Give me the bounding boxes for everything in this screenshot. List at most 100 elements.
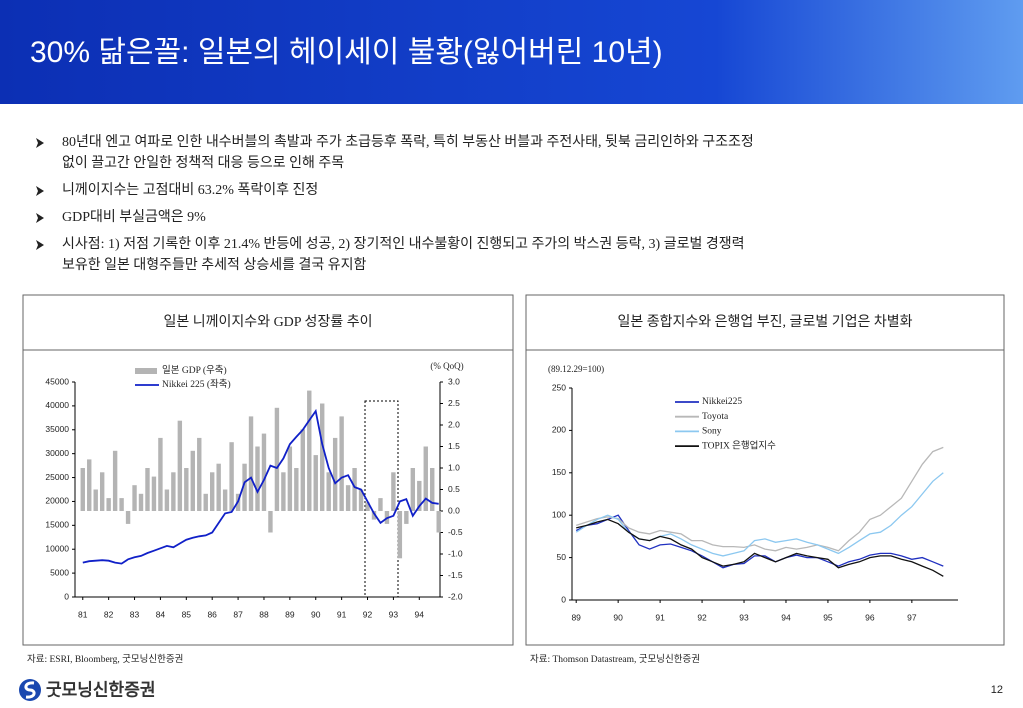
bar xyxy=(345,485,351,511)
slide-title: 30% 닮은꼴: 일본의 헤이세이 불황(잃어버린 10년) xyxy=(30,36,663,69)
bar xyxy=(119,498,124,511)
bullet-text: GDP대비 부실금액은 9% xyxy=(62,209,206,225)
bar xyxy=(436,511,441,533)
bar xyxy=(138,493,144,511)
bar xyxy=(177,420,183,511)
bar xyxy=(184,468,189,511)
y-tick-label: 0 xyxy=(64,591,69,601)
logo-mark xyxy=(24,681,36,699)
x-tick-label: 86 xyxy=(207,609,217,619)
bar xyxy=(294,468,299,511)
bar xyxy=(397,511,403,559)
bar xyxy=(281,472,286,511)
x-tick-label: 90 xyxy=(311,609,321,619)
y2-tick-label: 1.0 xyxy=(448,462,460,472)
y-tick-label: 35000 xyxy=(45,424,69,434)
bar xyxy=(145,468,150,511)
y-tick-label: 0 xyxy=(561,594,566,604)
bar xyxy=(99,472,105,511)
x-tick-label: 89 xyxy=(571,612,581,622)
x-tick-label: 94 xyxy=(415,609,425,619)
y-tick-label: 100 xyxy=(552,509,566,519)
y2-tick-label: 2.5 xyxy=(448,398,460,408)
bullet-text: 시사점: 1) 저점 기록한 이후 21.4% 반등에 성공, 2) 장기적인 … xyxy=(62,236,745,252)
bar xyxy=(151,476,157,511)
bullet-text: 보유한 일본 대형주들만 추세적 상승세를 결국 유지함 xyxy=(62,257,366,273)
x-tick-label: 95 xyxy=(823,612,833,622)
bar xyxy=(190,450,195,511)
bar xyxy=(132,485,137,511)
chart-title: 일본 종합지수와 은행업 부진, 글로벌 기업은 차별화 xyxy=(618,314,913,330)
y-tick-label: 30000 xyxy=(45,448,69,458)
bar xyxy=(222,489,228,511)
bar xyxy=(248,416,254,511)
header-band xyxy=(0,0,1023,104)
x-tick-label: 85 xyxy=(182,609,192,619)
y2-tick-label: -0.5 xyxy=(448,527,463,537)
bar xyxy=(112,450,118,511)
bar xyxy=(320,403,325,511)
x-tick-label: 92 xyxy=(363,609,373,619)
legend-swatch xyxy=(135,368,157,374)
bar xyxy=(87,459,92,511)
bar xyxy=(332,437,338,511)
y2-tick-label: 0.0 xyxy=(448,505,460,515)
x-tick-label: 92 xyxy=(697,612,707,622)
page-number: 12 xyxy=(991,684,1003,696)
line xyxy=(575,472,944,557)
bar xyxy=(80,468,85,511)
bar xyxy=(197,437,202,511)
x-tick-label: 91 xyxy=(655,612,665,622)
legend-label: 일본 GDP (우축) xyxy=(162,365,227,376)
legend-label: Nikkei 225 (좌축) xyxy=(162,379,231,390)
bullet-arrow xyxy=(36,186,44,196)
bar xyxy=(158,437,163,511)
bar xyxy=(417,480,422,511)
bar xyxy=(378,498,383,511)
bar xyxy=(339,416,344,511)
bar xyxy=(423,446,428,511)
bar xyxy=(261,433,267,511)
line xyxy=(576,518,944,577)
y-tick-label: 5000 xyxy=(50,567,69,577)
y2-tick-label: 0.5 xyxy=(448,484,460,494)
bar xyxy=(164,489,170,511)
bar xyxy=(326,472,331,511)
annotation: (89.12.29=100) xyxy=(548,364,604,374)
y-tick-label: 50 xyxy=(557,552,567,562)
annotation: (% QoQ) xyxy=(430,361,463,371)
y2-tick-label: -1.0 xyxy=(448,548,463,558)
chart-box xyxy=(525,294,1005,646)
logo-text: 굿모닝신한증권 xyxy=(46,680,155,699)
x-tick-label: 93 xyxy=(389,609,399,619)
bar xyxy=(203,493,208,511)
x-tick-label: 89 xyxy=(285,609,295,619)
bar xyxy=(365,502,370,511)
y-tick-label: 150 xyxy=(552,467,566,477)
y-tick-label: 25000 xyxy=(45,472,69,482)
bar xyxy=(93,489,98,511)
bullet-text: 니께이지수는 고점대비 63.2% 폭락이후 진정 xyxy=(62,182,318,198)
bar xyxy=(216,463,221,511)
y-tick-label: 200 xyxy=(552,425,566,435)
bar xyxy=(430,468,435,511)
x-tick-label: 93 xyxy=(739,612,749,622)
y2-tick-label: 2.0 xyxy=(448,419,460,429)
y-tick-label: 45000 xyxy=(45,376,69,386)
bullet-text: 80년대 엔고 여파로 인한 내수버블의 촉발과 주가 초급등후 폭락, 특히 … xyxy=(62,134,754,150)
x-tick-label: 88 xyxy=(259,609,269,619)
x-tick-label: 94 xyxy=(781,612,791,622)
y-tick-label: 10000 xyxy=(45,543,69,553)
source: 자료: ESRI, Bloomberg, 굿모닝신한증권 xyxy=(27,653,183,665)
x-tick-label: 84 xyxy=(156,609,166,619)
chart-title: 일본 니께이지수와 GDP 성장률 추이 xyxy=(164,314,373,330)
bar xyxy=(300,429,306,511)
x-tick-label: 82 xyxy=(104,609,114,619)
chart-box xyxy=(22,294,514,646)
legend-label: Sony xyxy=(702,427,722,437)
bar xyxy=(171,472,176,511)
bar xyxy=(209,472,215,511)
bar xyxy=(371,511,377,520)
y2-tick-label: 3.0 xyxy=(448,376,460,386)
x-tick-label: 91 xyxy=(337,609,347,619)
